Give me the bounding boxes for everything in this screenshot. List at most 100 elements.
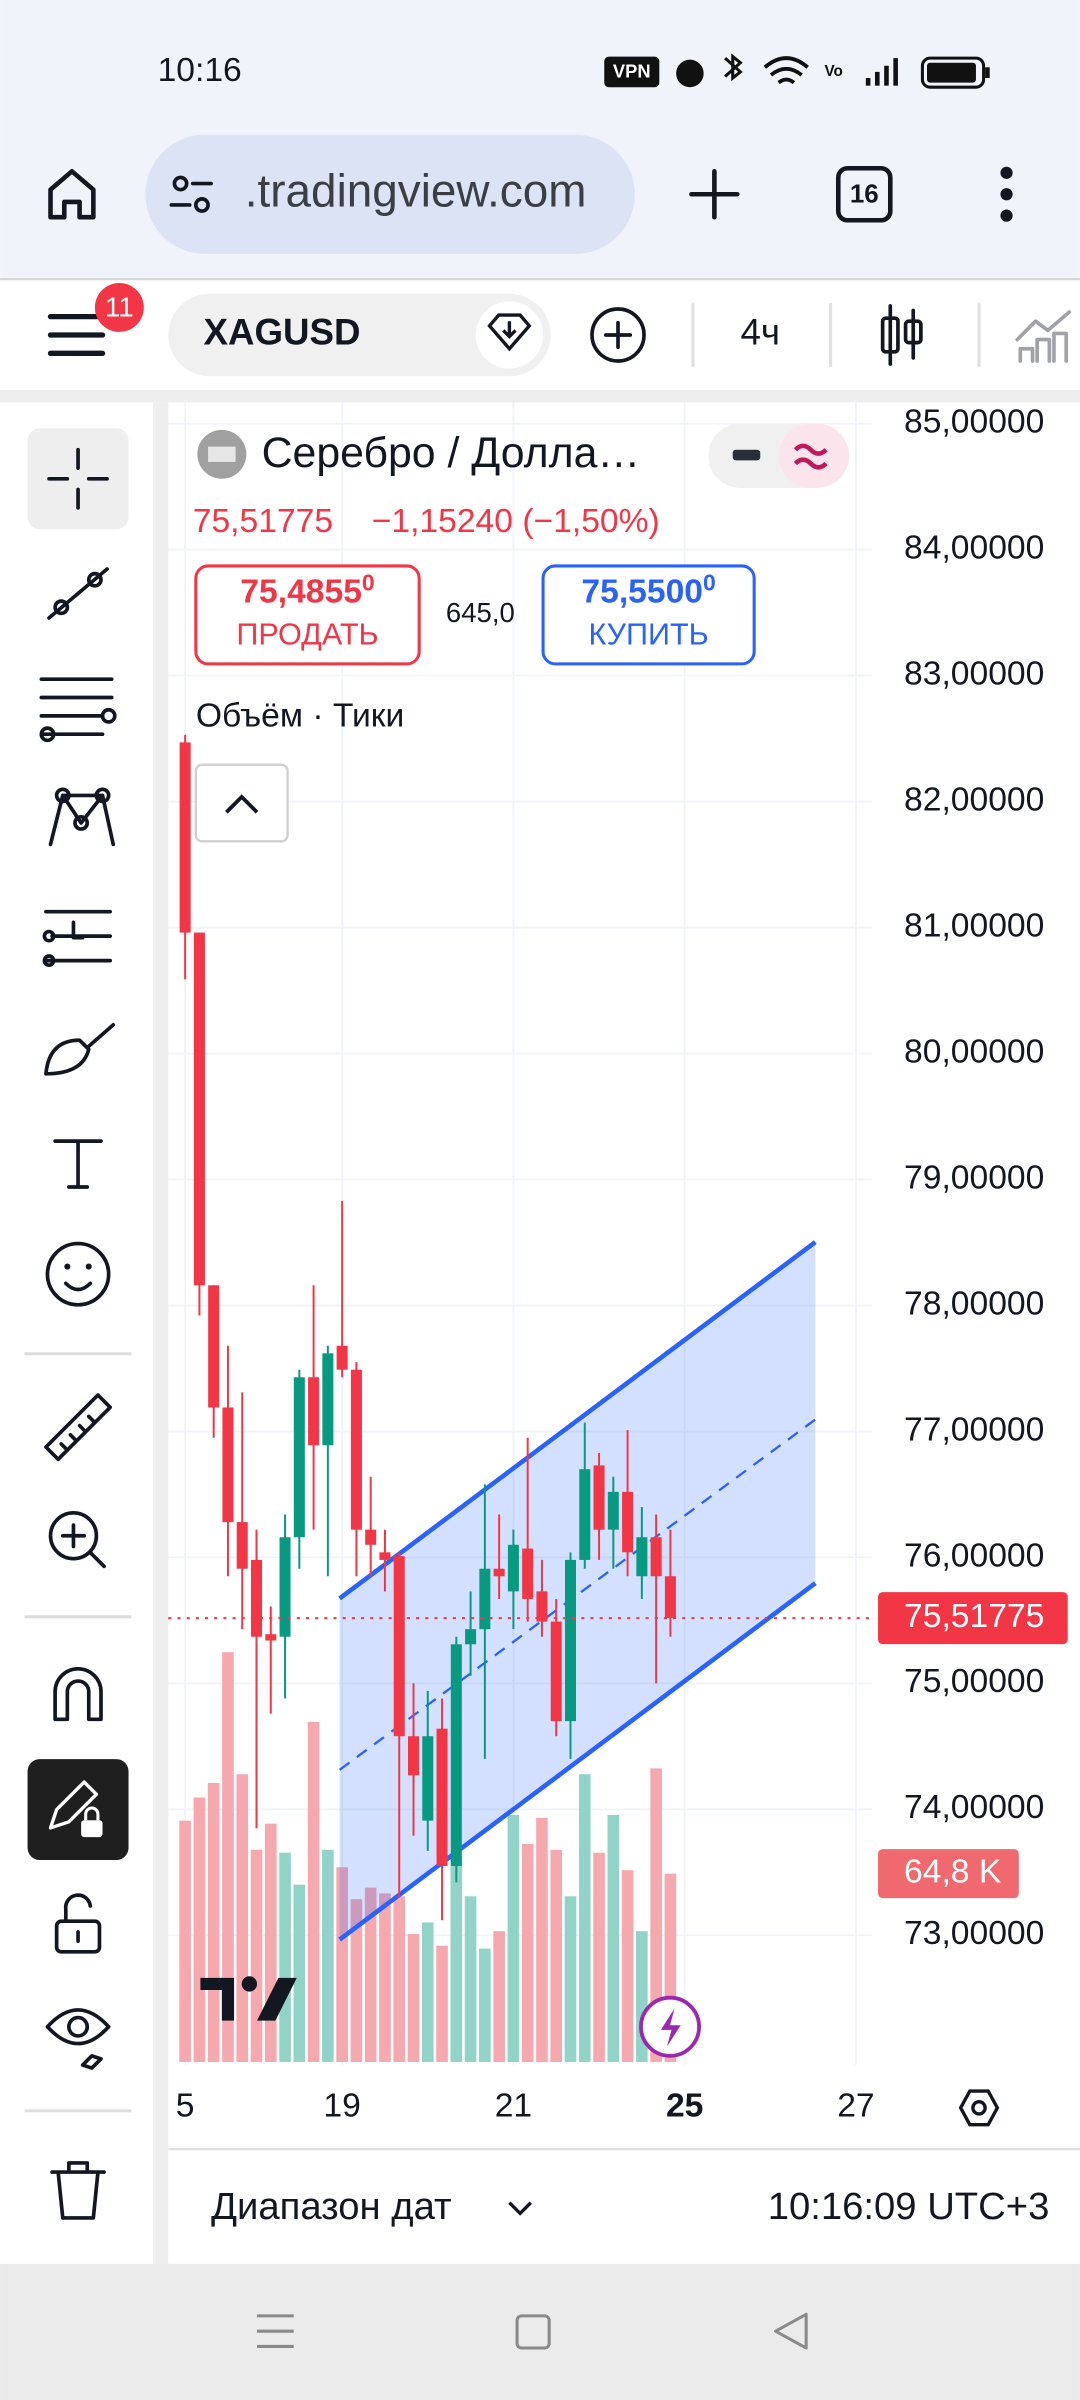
clock: 10:16:09 UTC+3 bbox=[768, 2185, 1050, 2228]
y-tick-label: 75,00000 bbox=[904, 1663, 1044, 1700]
volume-bar bbox=[421, 1922, 434, 2062]
x-tick-label: 19 bbox=[323, 2088, 360, 2125]
candle-body bbox=[493, 1568, 505, 1577]
volume-bar bbox=[564, 1896, 577, 2062]
candle-body bbox=[393, 1556, 405, 1737]
y-tick-label: 84,00000 bbox=[904, 530, 1044, 567]
volume-bar bbox=[222, 1652, 234, 2062]
trend-line-tool[interactable] bbox=[47, 567, 109, 620]
candle-body bbox=[265, 1634, 277, 1641]
nav-home[interactable] bbox=[515, 2314, 551, 2350]
diamond-icon bbox=[487, 313, 532, 352]
site-settings-icon[interactable] bbox=[169, 175, 213, 213]
emoji-tool[interactable] bbox=[45, 1241, 111, 1307]
volume-bar bbox=[293, 1884, 306, 2062]
buy-button[interactable] bbox=[541, 564, 756, 666]
parallel-channel[interactable] bbox=[338, 1240, 817, 1942]
candle-body bbox=[507, 1544, 519, 1592]
menu-button[interactable] bbox=[47, 313, 106, 357]
y-tick-label: 83,00000 bbox=[904, 656, 1044, 693]
buy-price: 75,55000 bbox=[581, 569, 715, 610]
visibility-tool[interactable] bbox=[45, 2008, 111, 2070]
volume-bars bbox=[179, 1652, 677, 2062]
candle-body bbox=[550, 1621, 562, 1722]
candle-body bbox=[479, 1568, 491, 1630]
magnet-tool[interactable] bbox=[53, 1667, 103, 1722]
price-axis: 85,00000 84,00000 83,00000 82,00000 81,00000… bbox=[176, 404, 1068, 2125]
notification-count: 11 bbox=[105, 291, 134, 322]
tabs-button[interactable] bbox=[835, 165, 893, 223]
sell-button[interactable] bbox=[194, 564, 421, 666]
new-tab-button[interactable] bbox=[689, 169, 740, 220]
candle-body bbox=[208, 1285, 220, 1408]
candle-body bbox=[622, 1491, 634, 1553]
y-tick-label: 76,00000 bbox=[904, 1537, 1044, 1574]
symbol-search[interactable] bbox=[168, 293, 551, 377]
symbol[interactable]: XAGUSD bbox=[203, 312, 360, 353]
remove-tool[interactable] bbox=[50, 2161, 106, 2220]
nav-menu[interactable] bbox=[257, 2314, 294, 2348]
brush-tool[interactable] bbox=[44, 1023, 116, 1076]
home-button[interactable] bbox=[48, 169, 96, 220]
url-bar[interactable] bbox=[145, 134, 635, 254]
candle-body bbox=[379, 1552, 391, 1560]
volume-bar bbox=[607, 1814, 620, 2062]
volume-bar bbox=[379, 1893, 391, 2062]
indicator-legend[interactable]: Объём · Тики bbox=[196, 697, 404, 734]
crosshair-tool[interactable] bbox=[27, 428, 129, 530]
unlock-tool[interactable] bbox=[54, 1893, 102, 1954]
volume-bar bbox=[550, 1849, 563, 2062]
volume-bar bbox=[350, 1899, 363, 2062]
candle-body bbox=[522, 1548, 534, 1599]
candle-body bbox=[179, 742, 191, 933]
panel-divider bbox=[153, 402, 169, 2264]
date-range-chevron bbox=[508, 2201, 533, 2216]
date-range[interactable]: Диапазон дат bbox=[211, 2185, 451, 2228]
interval[interactable]: 4ч bbox=[740, 312, 780, 353]
volume-bar bbox=[250, 1849, 263, 2062]
sell-label: ПРОДАТЬ bbox=[236, 617, 378, 651]
zoom-tool[interactable] bbox=[48, 1510, 106, 1569]
browser-menu[interactable] bbox=[1000, 166, 1013, 222]
candle-body bbox=[607, 1491, 619, 1530]
collapse-button[interactable] bbox=[194, 763, 289, 843]
candle-body bbox=[650, 1537, 662, 1577]
compare-button[interactable] bbox=[590, 307, 646, 363]
spread: 645,0 bbox=[446, 597, 515, 628]
y-tick-label: 85,00000 bbox=[904, 404, 1044, 441]
candle-body bbox=[664, 1576, 676, 1618]
volume-bar bbox=[322, 1849, 334, 2062]
volume-bar bbox=[464, 1896, 477, 2062]
measure-tool[interactable] bbox=[44, 1393, 113, 1462]
symbol-title[interactable]: Серебро / Долла… bbox=[262, 429, 641, 477]
volume-bar bbox=[279, 1852, 291, 2062]
volume-bar bbox=[193, 1797, 206, 2062]
candle-body bbox=[593, 1465, 605, 1530]
nav-back[interactable] bbox=[774, 2312, 808, 2350]
lock-drawing-tool[interactable] bbox=[27, 1759, 129, 1861]
lines-tool[interactable] bbox=[39, 677, 117, 743]
volume-bar bbox=[179, 1820, 191, 2062]
chart-style-button[interactable] bbox=[880, 304, 923, 366]
settings-button[interactable] bbox=[958, 2089, 1000, 2127]
mode-switch-active[interactable] bbox=[778, 423, 849, 488]
x-tick-label: 27 bbox=[837, 2088, 874, 2125]
volume-bar bbox=[450, 1855, 463, 2062]
volume-bar bbox=[436, 1945, 448, 2062]
y-tick-label: 77,00000 bbox=[904, 1411, 1044, 1448]
candle-body bbox=[236, 1522, 248, 1569]
url-text[interactable]: .tradingview.com bbox=[245, 164, 587, 216]
text-tool[interactable] bbox=[53, 1139, 103, 1189]
candle-body bbox=[564, 1559, 577, 1722]
y-tick-label: 78,00000 bbox=[904, 1285, 1044, 1322]
candle-body bbox=[579, 1469, 591, 1560]
candle-body bbox=[365, 1529, 377, 1545]
pattern-tool[interactable] bbox=[48, 787, 116, 847]
volume-bar bbox=[650, 1768, 662, 2062]
volume-bar bbox=[493, 1931, 505, 2062]
indicators-button[interactable] bbox=[1015, 310, 1072, 363]
status-icons: VPN Vo bbox=[604, 53, 990, 89]
candle-body bbox=[250, 1559, 263, 1637]
fib-tool[interactable] bbox=[42, 909, 113, 968]
